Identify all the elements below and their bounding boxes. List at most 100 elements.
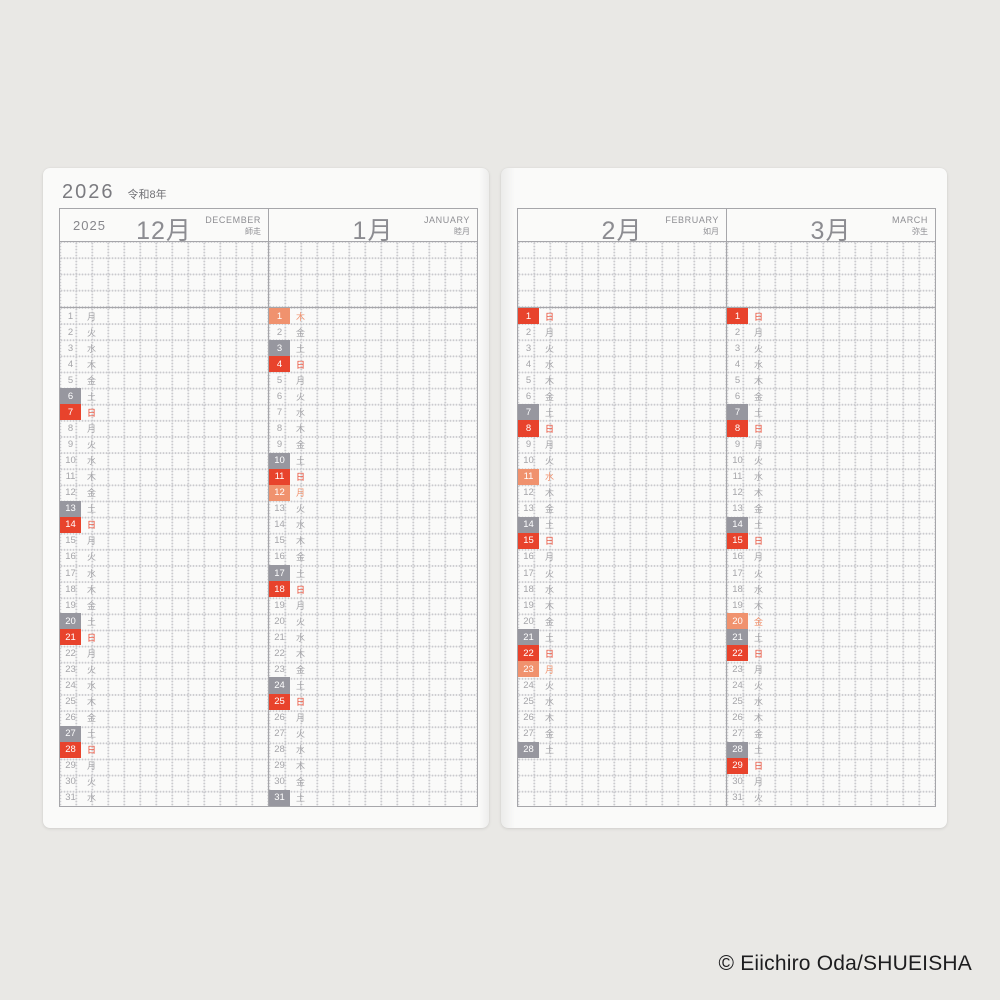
- day-row: 20 金: [727, 613, 935, 630]
- day-number: 13: [732, 503, 743, 515]
- day-weekday: 月: [545, 440, 555, 451]
- day-number: 11: [269, 468, 290, 485]
- day-weekday: 木: [754, 488, 764, 499]
- day-weekday: 日: [754, 761, 764, 772]
- day-weekday: 水: [87, 343, 97, 354]
- day-row: 27 火: [269, 726, 477, 742]
- day-weekday: 火: [296, 391, 306, 402]
- day-row: 20 金: [518, 613, 726, 629]
- year-label: 2026: [62, 181, 115, 203]
- day-weekday: 月: [754, 552, 764, 563]
- day-number: 8: [67, 422, 74, 434]
- day-weekday: 土: [296, 456, 306, 467]
- day-number: 4: [67, 358, 74, 370]
- day-number: 23: [518, 661, 539, 678]
- day-weekday: 土: [87, 729, 97, 740]
- day-row: 19 金: [60, 597, 268, 613]
- day-number: 1: [727, 308, 748, 325]
- day-weekday: 月: [296, 488, 306, 499]
- day-number: 19: [523, 599, 534, 611]
- day-number: 19: [65, 599, 76, 611]
- day-row: 10 水: [60, 453, 268, 469]
- day-weekday: 木: [545, 600, 555, 611]
- day-number: 12: [523, 487, 534, 499]
- day-number: 22: [518, 645, 539, 662]
- day-weekday: 火: [87, 552, 97, 563]
- day-weekday: 水: [87, 456, 97, 467]
- day-number: 17: [269, 565, 290, 582]
- day-weekday: 土: [296, 793, 306, 804]
- day-weekday: 日: [754, 648, 764, 659]
- day-number: 25: [269, 693, 290, 710]
- day-number: 14: [727, 516, 748, 533]
- day-weekday: 月: [754, 440, 764, 451]
- day-number: 8: [518, 420, 539, 437]
- day-row: 28 日: [60, 741, 268, 758]
- day-number: 1: [269, 308, 290, 325]
- day-number: 3: [67, 342, 74, 354]
- day-row: 23 金: [269, 661, 477, 677]
- month-column-march: 3月 MARCH 弥生 1 日 2 月 3 火 4 水 5 木 6 金 7 土 8 日 9 月 10 火 11 水 12 木 13 金 1…: [727, 209, 935, 806]
- day-weekday: 木: [87, 697, 97, 708]
- day-weekday: 木: [754, 600, 764, 611]
- day-row: 27 土: [60, 725, 268, 742]
- day-number: 18: [732, 583, 743, 595]
- day-number: 23: [732, 663, 743, 675]
- day-rows: 1 木 2 金 3 土 4 日 5 月 6 火 7 水 8 木 9 金 10 土 11 日 12 月 13 火 14 水 15 木 16 金 1…: [269, 308, 477, 806]
- day-weekday: 木: [87, 584, 97, 595]
- day-number: 2: [276, 326, 283, 338]
- day-number: 10: [523, 455, 534, 467]
- month-number-label: 1月: [352, 217, 394, 245]
- day-number: 21: [518, 629, 539, 646]
- day-number: 27: [523, 728, 534, 740]
- day-weekday: 土: [87, 504, 97, 515]
- day-number: 24: [269, 677, 290, 694]
- month-column-december: 2025 12月 DECEMBER 師走 1 月 2 火 3 水 4 木 5 金 6 土 7 日 8 月 9 火 10 水 11…: [60, 209, 269, 806]
- day-row: 30 月: [727, 774, 935, 790]
- day-weekday: 日: [545, 311, 555, 322]
- day-weekday: 土: [545, 520, 555, 531]
- day-weekday: 日: [296, 472, 306, 483]
- day-row: 26 月: [269, 710, 477, 726]
- day-weekday: 木: [545, 375, 555, 386]
- day-weekday: 木: [296, 761, 306, 772]
- day-weekday: 金: [87, 600, 97, 611]
- month-column-january: 1月 JANUARY 睦月 1 木 2 金 3 土 4 日 5 月 6 火 7 水 8 木 9 金 10 土 11 日 12 月 13…: [269, 209, 477, 806]
- day-weekday: 日: [754, 423, 764, 434]
- day-weekday: 金: [754, 616, 764, 627]
- day-row: 24 火: [518, 677, 726, 693]
- day-weekday: 日: [545, 423, 555, 434]
- day-row: [518, 774, 726, 790]
- day-row: 24 火: [727, 677, 935, 693]
- month-number-label: 3月: [810, 217, 852, 245]
- day-number: 19: [732, 599, 743, 611]
- day-row: 22 月: [60, 645, 268, 661]
- day-weekday: 水: [296, 745, 306, 756]
- day-row: 21 土: [518, 629, 726, 646]
- day-weekday: 月: [296, 713, 306, 724]
- day-weekday: 火: [296, 729, 306, 740]
- month-header: 3月 MARCH 弥生: [727, 209, 935, 245]
- day-number: 30: [732, 776, 743, 788]
- day-weekday: 火: [296, 504, 306, 515]
- day-number: 11: [518, 468, 539, 485]
- day-number: 23: [65, 663, 76, 675]
- day-row: 15 月: [60, 533, 268, 549]
- day-number: 9: [525, 439, 532, 451]
- month-name-en: DECEMBER: [205, 215, 261, 225]
- day-number: 22: [65, 647, 76, 659]
- day-number: 23: [274, 663, 285, 675]
- day-number: 3: [269, 340, 290, 357]
- day-number: 12: [732, 487, 743, 499]
- day-number: 5: [276, 374, 283, 386]
- day-row: 26 木: [518, 710, 726, 726]
- day-number: 24: [65, 679, 76, 691]
